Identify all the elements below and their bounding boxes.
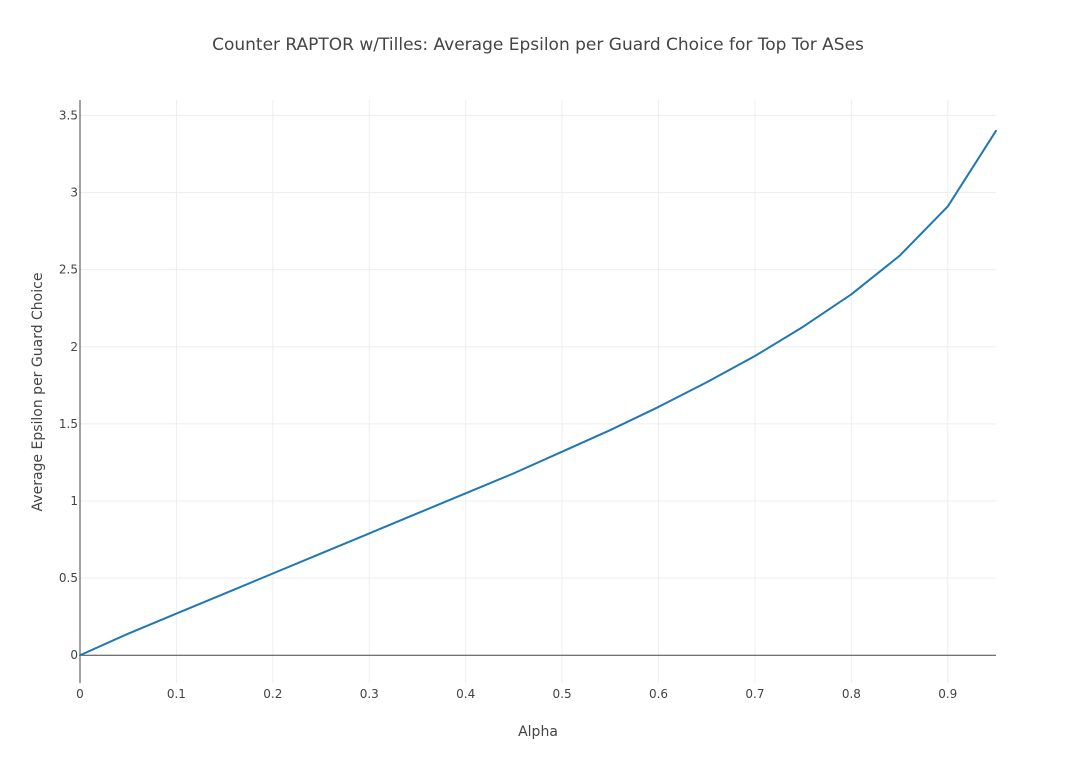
y-tick-label: 2.5 (59, 263, 78, 277)
x-tick-label: 0.5 (553, 687, 572, 701)
series-line (79, 129, 997, 657)
y-grid (80, 114, 996, 579)
y-tick-label: 3 (70, 186, 78, 200)
y-tick-label: 0 (70, 648, 78, 662)
y-tick-label: 0.5 (59, 571, 78, 585)
x-tick-label: 0.8 (842, 687, 861, 701)
chart-title: Counter RAPTOR w/Tilles: Average Epsilon… (212, 35, 864, 55)
x-tick-labels: 0 0.1 0.2 0.3 0.4 0.5 0.6 0.7 0.8 0.9 (76, 687, 957, 701)
x-tick-label: 0.7 (745, 687, 764, 701)
x-tick-label: 0.6 (649, 687, 668, 701)
y-tick-labels: 0 0.5 1 1.5 2 2.5 3 3.5 (59, 108, 78, 662)
x-tick-label: 0.2 (263, 687, 282, 701)
y-tick-label: 3.5 (59, 108, 78, 122)
x-tick-label: 0 (76, 687, 84, 701)
x-tick-label: 0.1 (167, 687, 186, 701)
y-tick-label: 2 (70, 340, 78, 354)
y-tick-label: 1.5 (59, 417, 78, 431)
x-tick-label: 0.3 (360, 687, 379, 701)
x-axis-title: Alpha (518, 724, 558, 740)
x-grid (175, 100, 949, 683)
series-group (79, 129, 997, 657)
y-axis-title: Average Epsilon per Guard Choice (30, 273, 46, 512)
x-tick-label: 0.4 (456, 687, 475, 701)
x-tick-label: 0.9 (938, 687, 957, 701)
y-tick-label: 1 (70, 494, 78, 508)
